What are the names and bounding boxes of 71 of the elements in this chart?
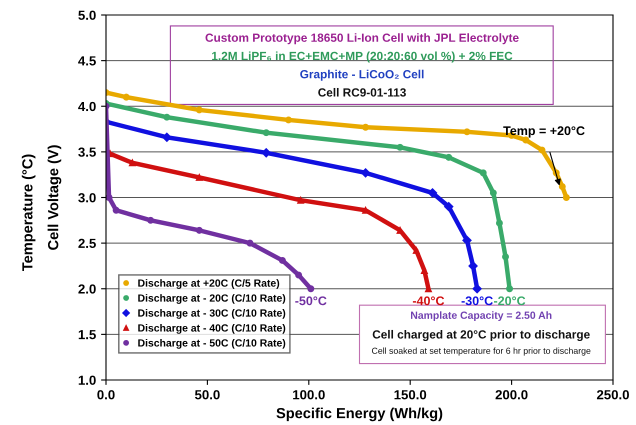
point xyxy=(445,154,452,161)
point xyxy=(162,132,172,142)
point xyxy=(462,236,472,246)
text: Temperature (°C) xyxy=(22,154,36,272)
point xyxy=(538,146,546,154)
y-axis-title: Cell Voltage (V) xyxy=(48,145,62,250)
point xyxy=(562,194,570,201)
annotation: Namplate Capacity = 2.50 Ah xyxy=(411,311,552,321)
point xyxy=(412,246,420,254)
point xyxy=(506,285,514,292)
point xyxy=(295,272,302,279)
x-tick-label: 100.0 xyxy=(293,390,325,400)
y-tick-label: 4.0 xyxy=(78,102,96,112)
point xyxy=(106,194,113,201)
point xyxy=(396,144,404,151)
annotation: -20°C xyxy=(494,296,526,306)
annotation: Cell soaked at set temperature for 6 hr prior to discharge xyxy=(372,347,590,356)
point xyxy=(558,183,566,190)
point xyxy=(480,169,487,176)
point xyxy=(112,206,120,214)
point xyxy=(468,261,478,271)
point xyxy=(428,188,438,198)
annotation: Temp = +20°C xyxy=(503,126,585,138)
y-tick-label: 5.0 xyxy=(78,10,96,20)
point xyxy=(472,284,482,294)
point xyxy=(502,253,509,260)
point xyxy=(285,116,292,124)
point xyxy=(444,202,454,212)
legend-label: Discharge at - 40C (C/10 Rate) xyxy=(138,324,286,334)
point xyxy=(122,94,130,101)
legend-label: Discharge at +20C (C/5 Rate) xyxy=(138,279,280,289)
point xyxy=(496,220,503,227)
y-tick-label: 2.5 xyxy=(78,238,96,248)
x-tick-label: 50.0 xyxy=(194,390,220,400)
point xyxy=(278,256,286,264)
annotation: -30°C xyxy=(462,296,493,306)
y-tick-label: 3.5 xyxy=(78,147,96,157)
legend-label: Discharge at - 30C (C/10 Rate) xyxy=(138,309,286,319)
point xyxy=(196,106,203,114)
legend-label: Discharge at - 20C (C/10 Rate) xyxy=(138,294,286,304)
y-tick-label: 1.5 xyxy=(78,330,96,340)
point xyxy=(464,128,470,136)
y-tick-label: 3.0 xyxy=(78,193,96,202)
annotation: Cell charged at 20°C prior to discharge xyxy=(372,330,590,341)
point xyxy=(262,129,270,136)
legend-label: Discharge at - 50C (C/10 Rate) xyxy=(138,338,286,349)
point xyxy=(163,114,170,121)
point xyxy=(490,189,497,196)
annotation: 1.2M LiPF₆ in EC+EMC+MP (20:20:60 vol %) + 2% FEC xyxy=(212,51,512,62)
point xyxy=(307,285,314,292)
annotation: -50°C xyxy=(295,296,327,306)
text: Custom Prototype 18650 Li-Ion Cell with JPL Electrolyte xyxy=(206,33,519,44)
x-tick-label: 250.0 xyxy=(596,390,629,400)
point xyxy=(147,216,154,224)
x-axis-title: Specific Energy (Wh/kg) xyxy=(276,408,442,422)
x-tick-label: 150.0 xyxy=(394,390,426,400)
y-tick-label: 1.0 xyxy=(78,376,96,385)
point xyxy=(360,168,370,178)
point xyxy=(128,159,136,166)
x-tick-label: 0.0 xyxy=(97,390,115,400)
point xyxy=(196,226,203,234)
annotation: Cell RC9-01-113 xyxy=(318,88,406,97)
x-tick-label: 200.0 xyxy=(496,390,528,400)
y-tick-label: 4.5 xyxy=(78,56,96,66)
y-tick-label: 2.0 xyxy=(78,284,96,294)
point xyxy=(362,124,370,131)
point xyxy=(196,174,203,181)
annotation: Graphite - LiCoO₂ Cell xyxy=(300,70,424,81)
point xyxy=(246,240,254,247)
point xyxy=(297,196,304,204)
annotation: -40°C xyxy=(412,296,444,306)
